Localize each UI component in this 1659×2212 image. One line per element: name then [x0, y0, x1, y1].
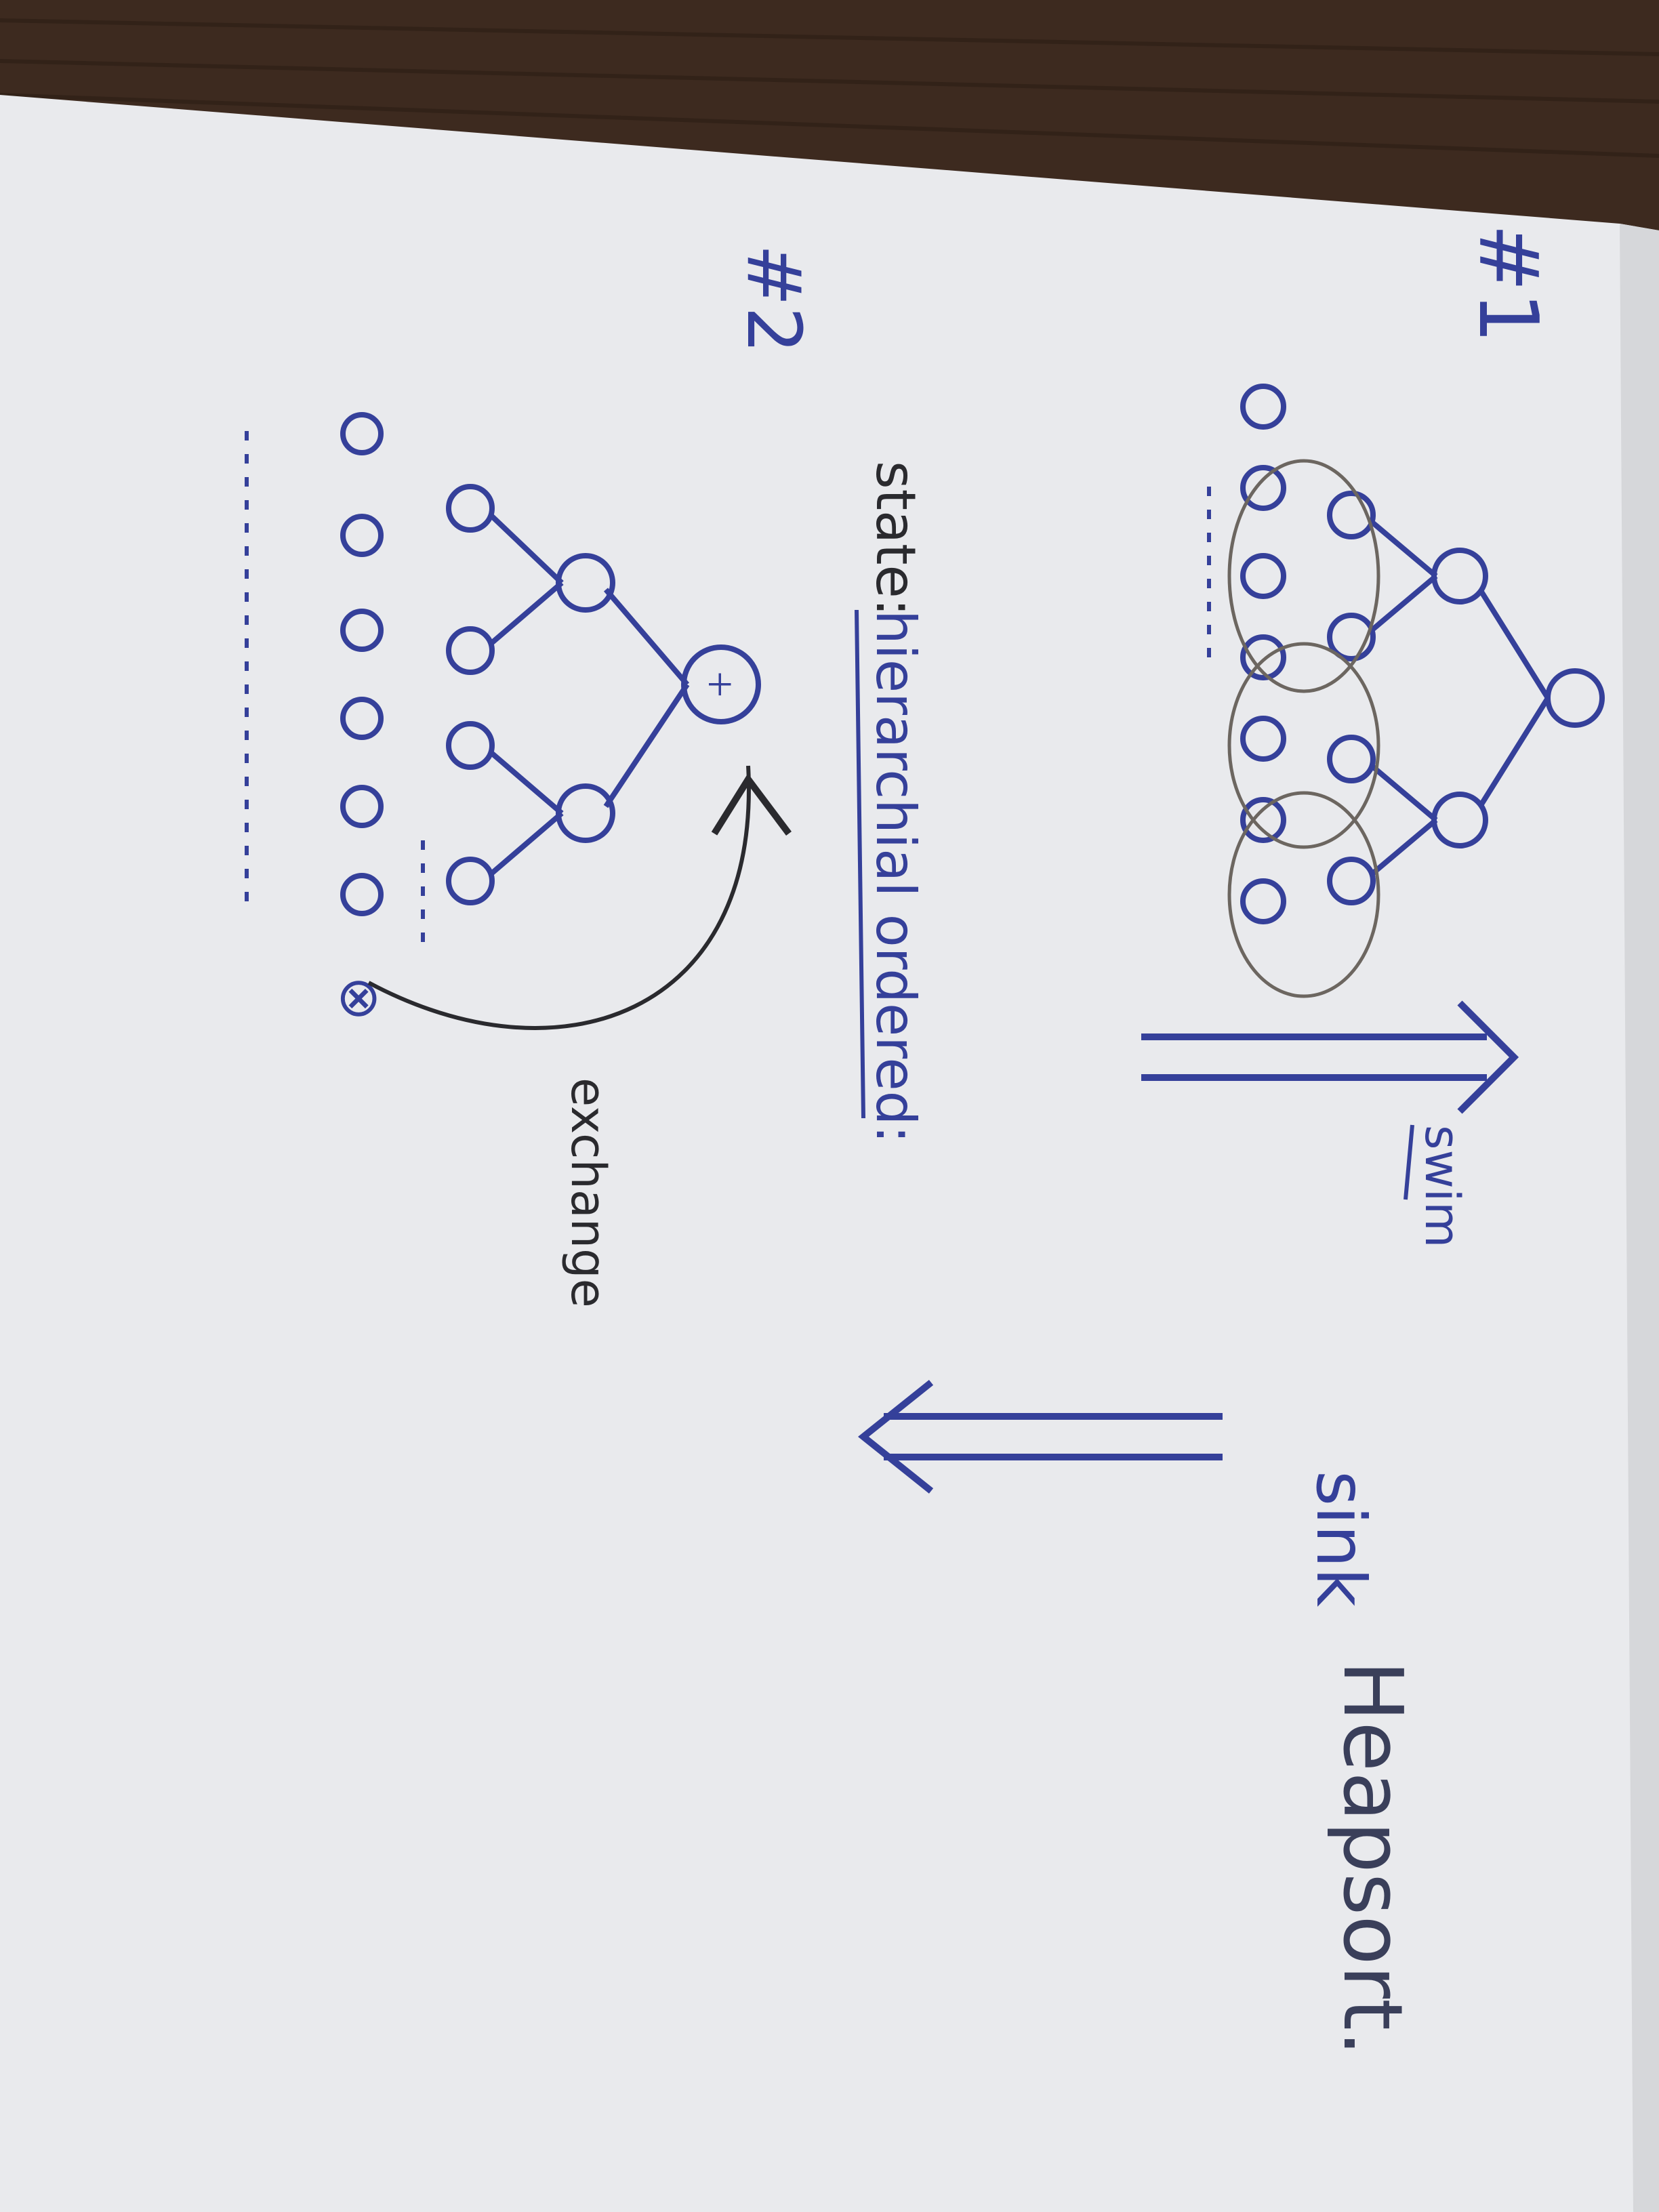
paper-shadow [1620, 224, 1659, 2212]
swim-underline [1404, 1124, 1414, 1200]
last-node-x-icon: ⊗ [329, 976, 392, 1021]
exchange-curve [367, 765, 751, 1030]
tree1-leaf [1240, 553, 1286, 599]
subheap-highlights [1227, 459, 1380, 998]
tree1-leaf [1240, 465, 1286, 511]
sink-arrow-icon [857, 1380, 1223, 1494]
wood-grain [0, 18, 1659, 158]
order-dashes [245, 420, 1211, 942]
tree1-node [1327, 613, 1376, 661]
exchange-arrowhead-icon [711, 773, 792, 836]
swim-label: swim [1414, 1125, 1470, 1248]
handwritten-notes: Heapsort. #1 #2 swim sink [245, 224, 1605, 2056]
state-label: state: [864, 461, 927, 617]
exchange-label: exchange [560, 1078, 616, 1308]
tree1-leaf [1240, 797, 1286, 843]
state-underline [855, 609, 865, 1119]
state-value: hierarchial ordered: [864, 610, 927, 1143]
tree1-leaf [1240, 878, 1286, 924]
tree1-leaf [1240, 716, 1286, 762]
tree1-leaf [1240, 634, 1286, 680]
root-plus-icon: + [693, 671, 745, 697]
heap-tree-1 [1240, 384, 1605, 924]
title-heapsort: Heapsort. [1325, 1660, 1419, 2056]
tree1-node [1327, 857, 1376, 905]
heap-tree-2: + [340, 412, 761, 916]
tree1-node [1327, 491, 1376, 539]
tree1-leaf [1240, 384, 1286, 430]
swim-arrow-icon [1141, 1000, 1519, 1114]
section-2-marker: #2 [731, 244, 817, 354]
section-1-marker: #1 [1460, 224, 1555, 344]
sink-label: sink [1301, 1471, 1380, 1607]
paper-sheet [0, 95, 1659, 2212]
tree1-node [1327, 735, 1376, 783]
